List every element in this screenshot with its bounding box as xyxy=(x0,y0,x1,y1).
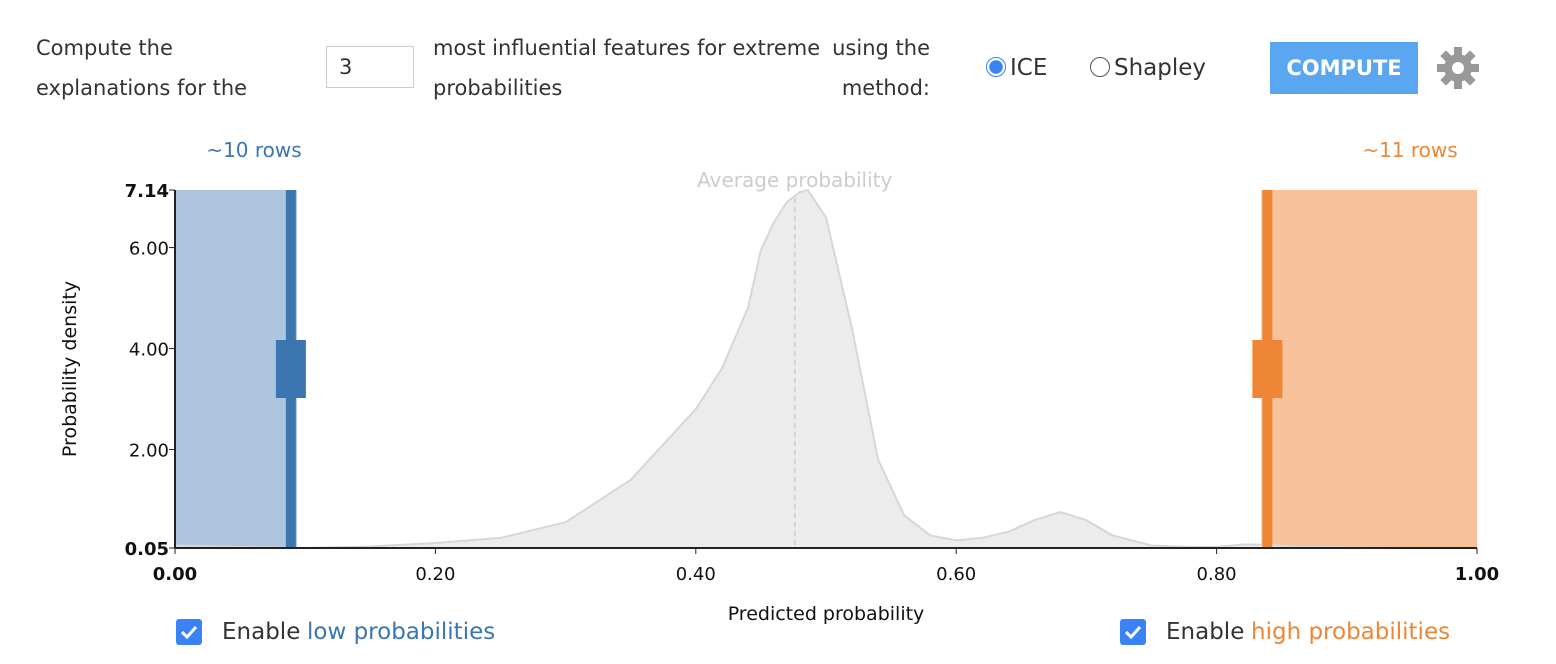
chart: Average probability ~10 rows ~11 rows 0.05 2… xyxy=(59,138,1499,625)
checkbox[interactable] xyxy=(1120,619,1146,645)
x-axis-label: Predicted probability xyxy=(728,603,925,625)
x-tick-label: 0.80 xyxy=(1197,564,1237,585)
sentence: Compute the explanations for the xyxy=(36,36,248,100)
average-label: Average probability xyxy=(697,168,892,192)
sentence: using the method: xyxy=(832,36,930,100)
radio[interactable] xyxy=(1090,57,1110,77)
enable-text: Enable xyxy=(222,619,301,645)
row-count: ~10 rows xyxy=(206,138,301,162)
x-tick-label: 0.20 xyxy=(415,564,455,585)
x-tick-label: 0.60 xyxy=(936,564,976,585)
check-mark xyxy=(1124,625,1142,640)
input-value: 3 xyxy=(339,55,353,79)
enable-label: low probabilities xyxy=(307,619,496,645)
row-count: ~11 rows xyxy=(1362,138,1457,162)
compute-button[interactable]: COMPUTE xyxy=(1270,42,1418,94)
y-tick-label: 7.14 xyxy=(125,181,169,202)
x-tick-label: 0.00 xyxy=(153,564,197,585)
x-tick-label: 0.40 xyxy=(676,564,716,585)
feature-input[interactable]: 3 xyxy=(326,46,414,88)
y-tick-label: 2.00 xyxy=(129,441,169,462)
y-tick-label: 4.00 xyxy=(129,340,169,361)
check-mark xyxy=(180,625,198,640)
checkbox[interactable] xyxy=(176,619,202,645)
y-tick-label: 6.00 xyxy=(129,239,169,260)
threshold-handle xyxy=(275,340,306,398)
radio-label: ICE xyxy=(1010,55,1048,81)
density-area xyxy=(175,190,1477,548)
settings-icon[interactable] xyxy=(1436,46,1480,90)
high-region xyxy=(1261,190,1477,548)
enable-label: high probabilities xyxy=(1251,619,1451,645)
y-tick-label: 0.05 xyxy=(125,539,169,560)
x-tick-label: 1.00 xyxy=(1455,564,1499,585)
y-axis-label: Probability density xyxy=(59,281,81,457)
enable-text: Enable xyxy=(1166,619,1245,645)
radio-label: Shapley xyxy=(1114,55,1207,81)
threshold-handle xyxy=(1252,340,1283,398)
sentence: most influential features for extreme pr… xyxy=(433,36,821,100)
radio[interactable] xyxy=(986,57,1006,77)
